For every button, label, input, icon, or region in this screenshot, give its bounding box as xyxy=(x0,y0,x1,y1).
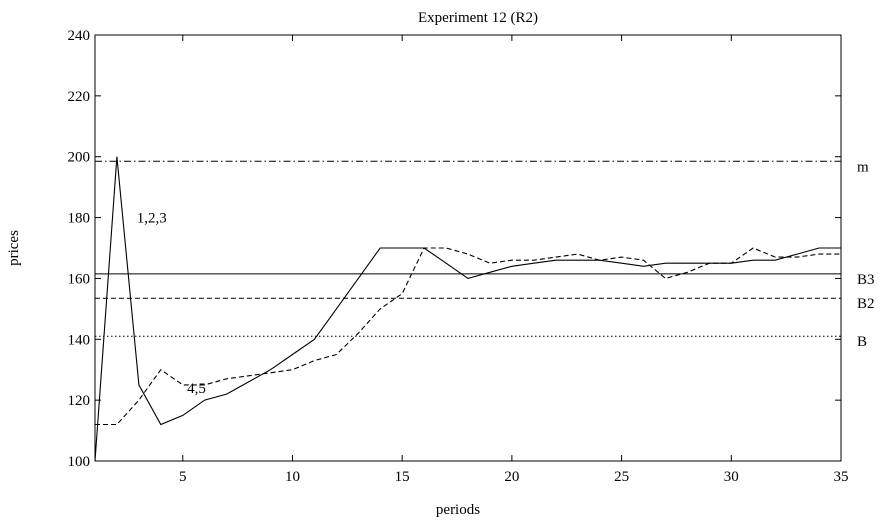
series-annotation-1: 1,2,3 xyxy=(137,211,167,227)
series-line-1 xyxy=(94,156,841,462)
ref-label-B3: B3 xyxy=(857,272,875,288)
series-lines xyxy=(94,156,841,462)
x-tick-label-5: 30 xyxy=(724,469,739,485)
ref-label-B2: B2 xyxy=(857,296,875,312)
y-axis-label: prices xyxy=(6,230,22,266)
series-annotation-2: 4,5 xyxy=(187,381,206,397)
x-tick-label-1: 10 xyxy=(285,469,300,485)
y-tick-label-7: 240 xyxy=(68,28,91,44)
series-annotations: 1,2,3 4,5 xyxy=(137,211,206,397)
x-tick-label-6: 35 xyxy=(834,469,849,485)
series-line-2 xyxy=(95,247,841,426)
y-tick-label-4: 180 xyxy=(68,211,91,227)
y-tick-label-0: 100 xyxy=(68,454,91,470)
plot-frame xyxy=(94,34,842,462)
y-tick-label-6: 220 xyxy=(68,89,91,105)
ref-label-m: m xyxy=(857,159,869,175)
reference-lines: m B3 B2 B xyxy=(95,159,875,350)
x-tick-label-4: 25 xyxy=(614,469,629,485)
y-tick-label-5: 200 xyxy=(68,150,91,166)
ref-label-B: B xyxy=(857,334,867,350)
x-tick-label-3: 20 xyxy=(504,469,519,485)
y-tick-label-3: 160 xyxy=(68,271,91,287)
axis-ticks: 5 10 15 20 25 30 35 100 120 140 160 180 200 220 240 xyxy=(68,28,849,485)
x-tick-label-0: 5 xyxy=(179,469,187,485)
y-tick-label-1: 120 xyxy=(68,393,91,409)
x-tick-label-2: 15 xyxy=(395,469,410,485)
chart-title: Experiment 12 (R2) xyxy=(418,10,538,26)
y-tick-label-2: 140 xyxy=(68,332,91,348)
x-axis-label: periods xyxy=(436,502,480,518)
